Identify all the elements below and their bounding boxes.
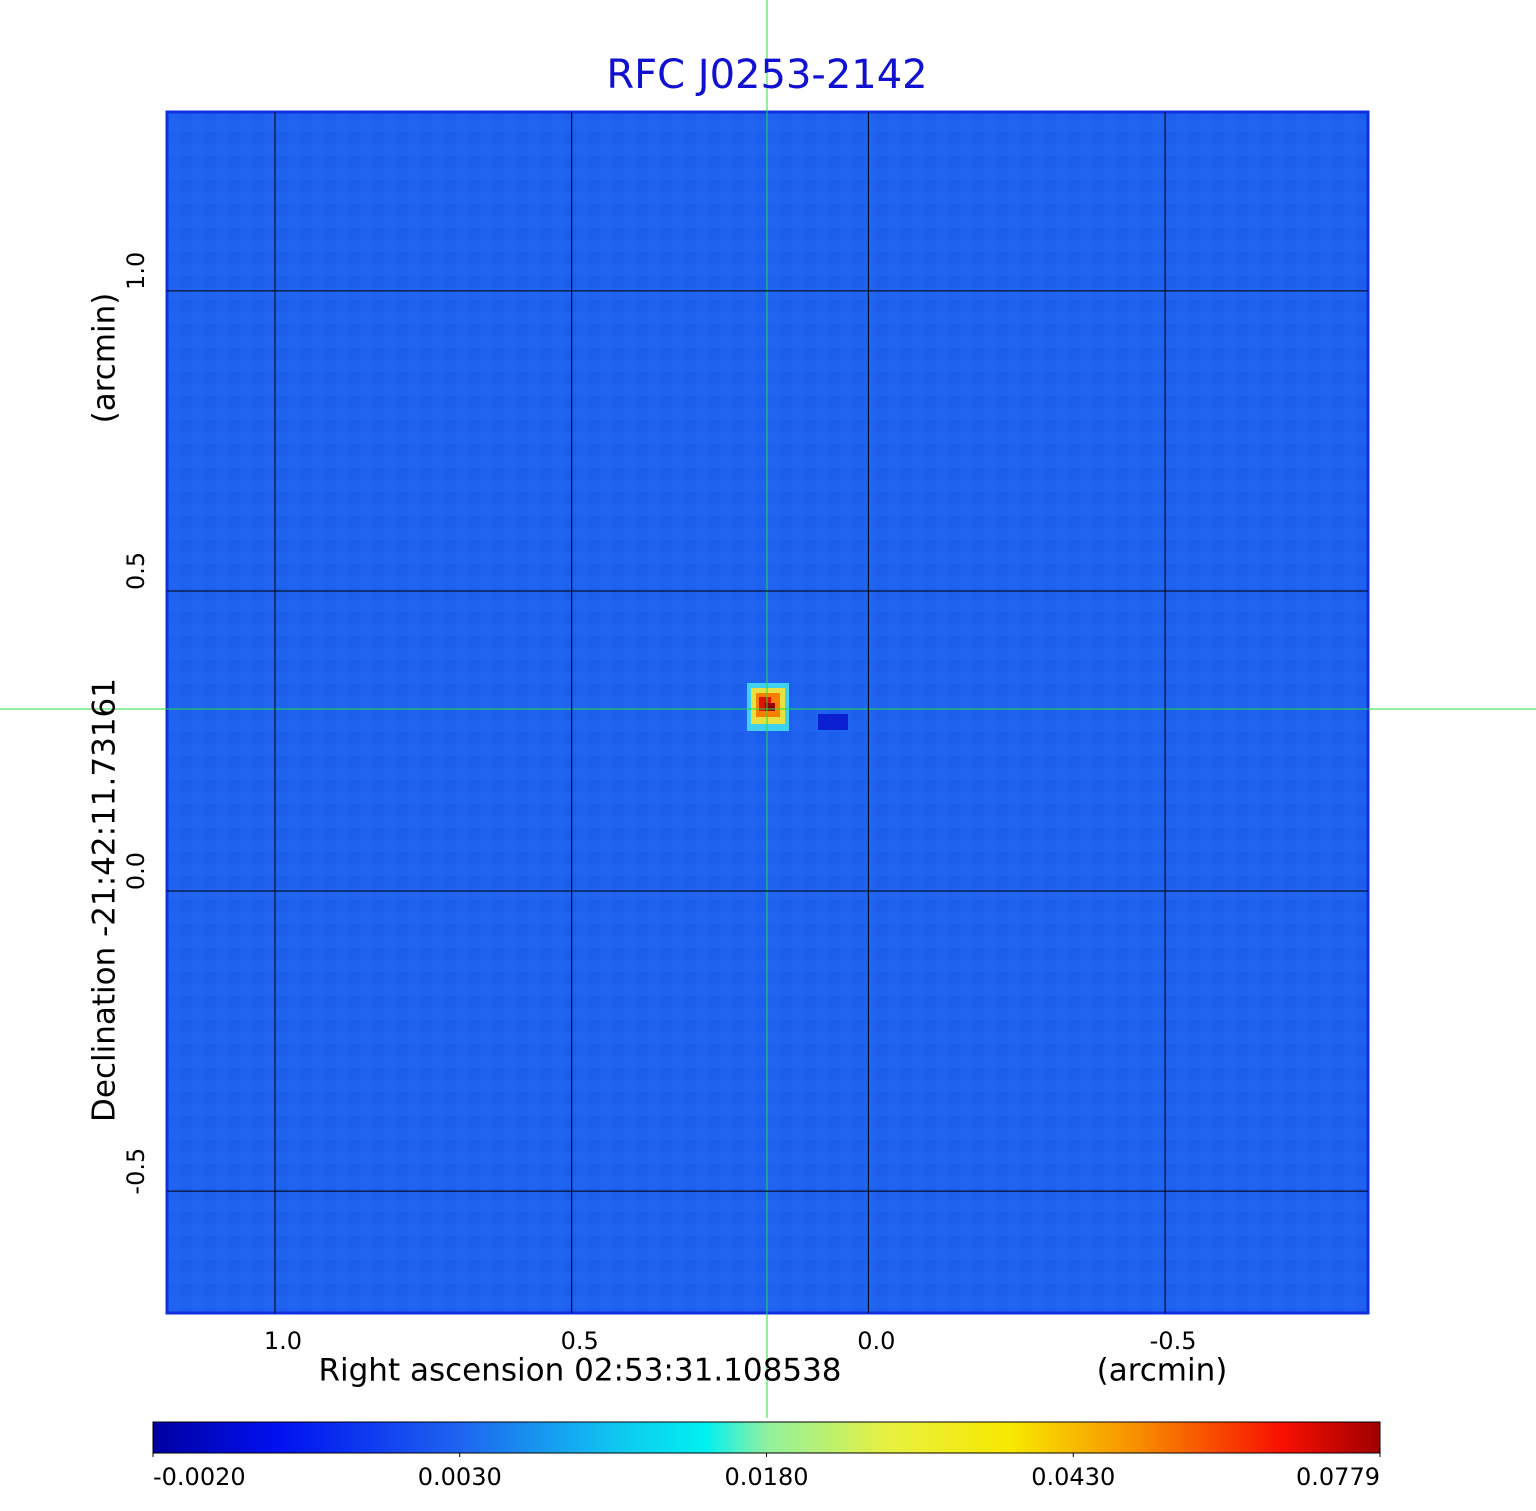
x-axis-unit: (arcmin) xyxy=(1097,1353,1228,1389)
x-tick-label: 0.5 xyxy=(561,1327,599,1355)
colorbar-tick-label: -0.0020 xyxy=(153,1463,246,1491)
y-tick-label: 0.5 xyxy=(122,552,150,590)
source xyxy=(747,683,848,731)
x-tick-label: 1.0 xyxy=(264,1327,302,1355)
colorbar-tick-label: 0.0430 xyxy=(1031,1463,1115,1491)
x-tick-label: -0.5 xyxy=(1150,1327,1197,1355)
x-tick-label: 0.0 xyxy=(857,1327,895,1355)
y-axis-unit: (arcmin) xyxy=(87,293,123,424)
colorbar xyxy=(152,1421,1381,1454)
colorbar-tick-label: 0.0030 xyxy=(418,1463,502,1491)
colorbar-tick-label: 0.0779 xyxy=(1296,1463,1380,1491)
chart-title: RFC J0253-2142 xyxy=(606,52,927,98)
y-tick-label: -0.5 xyxy=(122,1148,150,1195)
x-axis-label: Right ascension 02:53:31.108538 xyxy=(318,1353,841,1389)
y-tick-label: 0.0 xyxy=(122,852,150,890)
y-axis-label: Declination -21:42:11.73161 xyxy=(87,678,123,1122)
colorbar-tick-label: 0.0180 xyxy=(725,1463,809,1491)
y-tick-label: 1.0 xyxy=(122,252,150,290)
